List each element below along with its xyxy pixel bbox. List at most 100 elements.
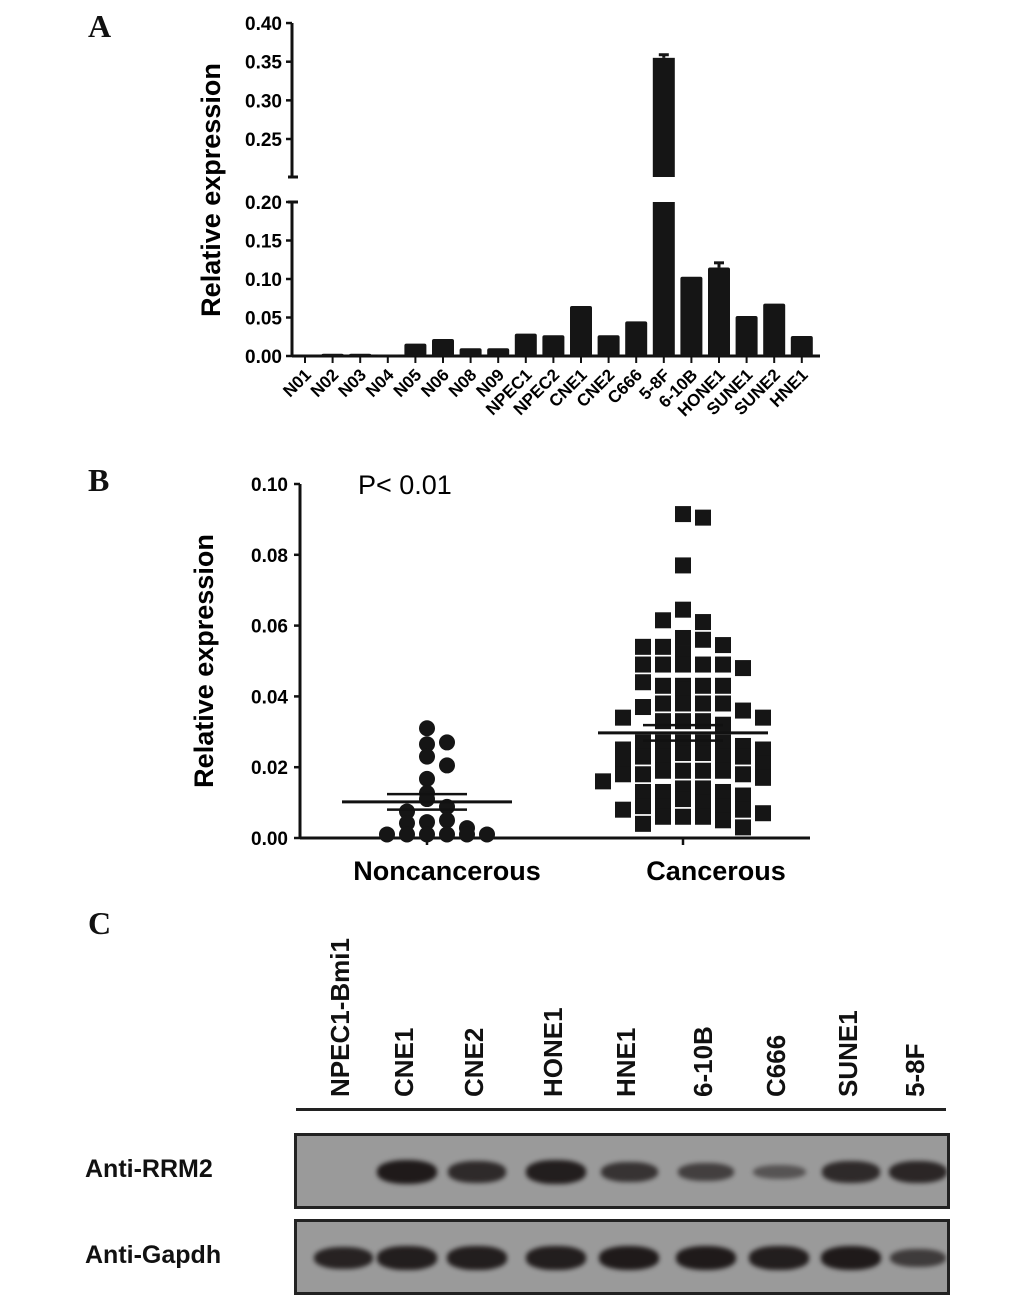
lane-label: C666 — [761, 1034, 791, 1097]
x-tick-label: N02 — [307, 365, 342, 400]
data-point — [735, 801, 751, 818]
bar — [708, 267, 730, 356]
data-point — [735, 748, 751, 765]
protein-band — [599, 1246, 659, 1270]
data-point — [675, 808, 691, 825]
lane-label: SUNE1 — [833, 1010, 863, 1097]
y-tick-label: 0.10 — [251, 475, 288, 496]
panel-label-b: B — [88, 462, 110, 498]
data-point — [439, 812, 455, 829]
p-value-annotation: P< 0.01 — [358, 470, 452, 500]
data-point — [675, 695, 691, 712]
protein-band — [526, 1246, 586, 1270]
panel-label-a: A — [88, 8, 112, 44]
x-tick-label: N03 — [335, 365, 370, 400]
data-point — [675, 791, 691, 808]
data-point — [615, 766, 631, 783]
data-point — [755, 805, 771, 822]
data-point — [675, 713, 691, 730]
data-point — [675, 506, 691, 523]
antibody-label: Anti-RRM2 — [85, 1155, 213, 1183]
x-tick-label: N01 — [279, 365, 314, 400]
data-point — [655, 734, 671, 751]
bar — [570, 305, 592, 356]
data-point — [655, 612, 671, 629]
lane-label: 6-10B — [688, 1026, 718, 1097]
data-point — [715, 812, 731, 829]
data-point — [695, 762, 711, 779]
protein-band — [313, 1246, 373, 1270]
bar — [542, 335, 565, 356]
data-point — [379, 826, 395, 843]
data-point — [615, 709, 631, 726]
data-point — [695, 780, 711, 797]
lane-label: HNE1 — [611, 1027, 641, 1097]
protein-band — [526, 1160, 586, 1184]
data-point — [419, 720, 435, 737]
data-point — [715, 783, 731, 800]
data-point — [439, 757, 455, 774]
protein-band — [678, 1163, 734, 1181]
data-point — [655, 748, 671, 765]
data-point — [715, 762, 731, 779]
x-tick-label: N06 — [417, 365, 452, 400]
data-point — [695, 808, 711, 825]
data-point — [439, 826, 455, 843]
data-point — [635, 815, 651, 832]
data-point — [695, 713, 711, 730]
data-point — [595, 773, 611, 790]
bar — [763, 303, 786, 356]
y-tick-label: 0.20 — [245, 193, 282, 214]
x-tick-label: Cancerous — [646, 856, 786, 886]
data-point — [715, 656, 731, 673]
data-point — [675, 601, 691, 618]
blot-rrm2 — [294, 1133, 950, 1209]
bar — [514, 333, 537, 356]
x-tick-label: N05 — [390, 365, 425, 400]
panel-label-c: C — [88, 905, 112, 941]
protein-band — [600, 1162, 658, 1182]
y-tick-label: 0.15 — [245, 232, 282, 253]
y-tick-label: 0.30 — [245, 91, 282, 112]
data-point — [695, 794, 711, 811]
blot-gapdh — [294, 1219, 950, 1295]
protein-band — [822, 1161, 880, 1183]
y-axis-title: Relative expression — [196, 63, 226, 317]
data-point — [635, 638, 651, 655]
scatter-chart-tissue-expression: 0.00 0.02 0.04 0.06 0.08 0.10 Relative express… — [189, 470, 810, 886]
lane-label: HONE1 — [538, 1007, 568, 1097]
lane-label: CNE2 — [459, 1027, 489, 1097]
antibody-label: Anti-Gapdh — [85, 1241, 222, 1269]
lane-label: NPEC1-Bmi1 — [325, 938, 355, 1097]
data-point — [735, 819, 751, 836]
y-tick-label: 0.35 — [245, 53, 282, 74]
data-point — [735, 660, 751, 677]
data-point — [735, 787, 751, 804]
y-tick-label: 0.08 — [251, 546, 288, 567]
y-tick-label: 0.25 — [245, 130, 282, 151]
data-point — [655, 808, 671, 825]
data-point — [675, 629, 691, 646]
data-point — [715, 734, 731, 751]
data-point — [715, 798, 731, 815]
lane-label: 5-8F — [900, 1043, 930, 1097]
data-point — [675, 656, 691, 673]
data-point — [615, 801, 631, 818]
lane-label: CNE1 — [389, 1027, 419, 1097]
data-point — [695, 695, 711, 712]
bar — [790, 335, 813, 356]
data-point — [695, 745, 711, 762]
protein-band — [752, 1164, 806, 1180]
y-tick-label: 0.10 — [245, 270, 282, 291]
bar-upper — [652, 57, 675, 177]
data-point — [655, 677, 671, 694]
protein-band — [377, 1246, 437, 1270]
bar — [404, 343, 427, 356]
protein-band — [447, 1246, 507, 1270]
data-point — [675, 557, 691, 574]
data-point — [735, 702, 751, 719]
bar — [680, 276, 703, 356]
data-point — [635, 766, 651, 783]
data-point — [635, 798, 651, 815]
